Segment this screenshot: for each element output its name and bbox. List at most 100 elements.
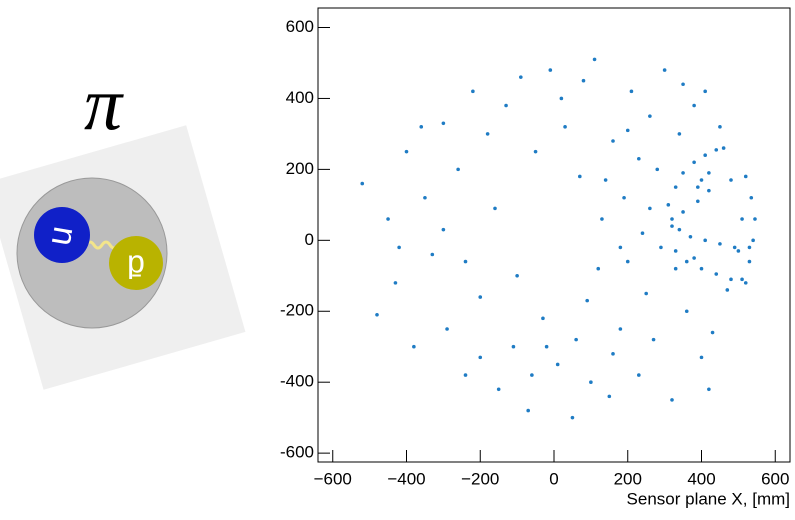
hit-point <box>541 316 545 321</box>
hit-point <box>629 89 634 94</box>
hit-point <box>662 68 667 72</box>
hit-point <box>648 206 652 211</box>
hit-point <box>386 217 390 221</box>
hit-point <box>651 337 656 342</box>
hit-point <box>753 217 757 221</box>
hit-point <box>463 259 468 264</box>
hit-point <box>670 217 674 221</box>
hit-point <box>736 249 741 253</box>
x-tick-label: 200 <box>614 469 642 488</box>
hit-point <box>589 380 593 384</box>
hit-point <box>703 89 707 94</box>
hit-point <box>714 148 719 152</box>
hit-point <box>740 217 744 221</box>
hit-point <box>681 171 685 175</box>
hit-point <box>504 103 508 108</box>
hit-point <box>751 238 755 243</box>
hit-point <box>718 242 722 246</box>
x-tick-label: 400 <box>687 469 715 488</box>
hit-point <box>611 352 615 356</box>
hit-point <box>681 82 685 87</box>
hit-point <box>581 78 586 83</box>
y-tick-label: 600 <box>286 17 314 36</box>
y-tick-label: 400 <box>286 88 314 107</box>
hit-point <box>592 57 597 62</box>
hit-point <box>729 277 733 282</box>
hit-point <box>718 125 722 129</box>
hit-point <box>707 188 711 193</box>
hit-point <box>692 160 696 165</box>
hit-point <box>692 256 696 260</box>
x-tick-label: −400 <box>387 469 425 488</box>
hit-point <box>585 298 589 303</box>
hit-point <box>419 125 424 129</box>
hit-point <box>666 203 671 207</box>
hit-point <box>441 227 446 232</box>
hit-point <box>548 68 553 72</box>
hit-point <box>611 139 615 143</box>
hit-point <box>393 281 398 285</box>
quark-d <box>109 236 163 290</box>
hit-point <box>699 266 704 271</box>
hit-point <box>360 181 365 186</box>
hit-point <box>684 259 689 264</box>
hit-point <box>578 174 582 179</box>
pion-illustration: u d̄ π <box>0 62 246 390</box>
x-tick-label: 0 <box>549 469 558 488</box>
hit-point <box>637 156 641 161</box>
x-axis-title: Sensor plane X, [mm] <box>627 489 790 508</box>
hit-point <box>670 398 674 402</box>
hit-point <box>515 273 519 278</box>
hit-point <box>493 206 497 211</box>
hit-point <box>555 362 560 367</box>
hit-point <box>743 174 748 179</box>
x-tick-label: 600 <box>761 469 789 488</box>
hit-point <box>749 195 754 200</box>
hit-point <box>677 227 682 232</box>
hit-point <box>703 153 707 157</box>
hit-point <box>563 125 567 129</box>
pion-symbol: π <box>84 62 124 146</box>
x-tick-label: −200 <box>461 469 499 488</box>
hit-point <box>412 344 416 349</box>
hit-point <box>696 185 700 189</box>
hit-point <box>707 387 711 392</box>
hit-point <box>478 295 483 299</box>
hit-point <box>397 245 401 250</box>
hit-point <box>519 75 523 79</box>
hit-point <box>456 167 460 172</box>
hit-point <box>430 252 435 257</box>
hit-point <box>445 327 449 331</box>
hit-point <box>684 309 689 314</box>
hit-point <box>441 121 446 126</box>
hit-point <box>648 114 652 118</box>
hit-point <box>725 288 730 292</box>
quark-u <box>34 207 90 263</box>
y-tick-label: -600 <box>280 443 314 462</box>
hit-point <box>640 231 645 236</box>
hit-point <box>655 167 660 172</box>
y-tick-label: 200 <box>286 159 314 178</box>
hit-point <box>622 195 626 200</box>
hit-point <box>618 327 623 331</box>
x-tick-label: −600 <box>314 469 352 488</box>
hit-point <box>692 103 696 108</box>
hit-point <box>677 132 682 136</box>
hit-point <box>625 128 630 133</box>
hit-point <box>511 344 516 349</box>
hit-point <box>544 344 549 349</box>
quark-d-label: d̄ <box>127 249 145 285</box>
plot-frame <box>317 7 791 463</box>
hit-point <box>607 394 612 399</box>
hit-point <box>463 373 468 377</box>
hit-point <box>721 146 726 150</box>
hit-point <box>696 199 700 204</box>
hit-point <box>673 249 678 253</box>
hit-point <box>423 195 427 200</box>
hit-point <box>404 149 409 154</box>
hit-point <box>714 272 719 276</box>
hit-point <box>600 217 604 221</box>
hit-point <box>673 185 678 189</box>
hit-point <box>710 330 715 335</box>
